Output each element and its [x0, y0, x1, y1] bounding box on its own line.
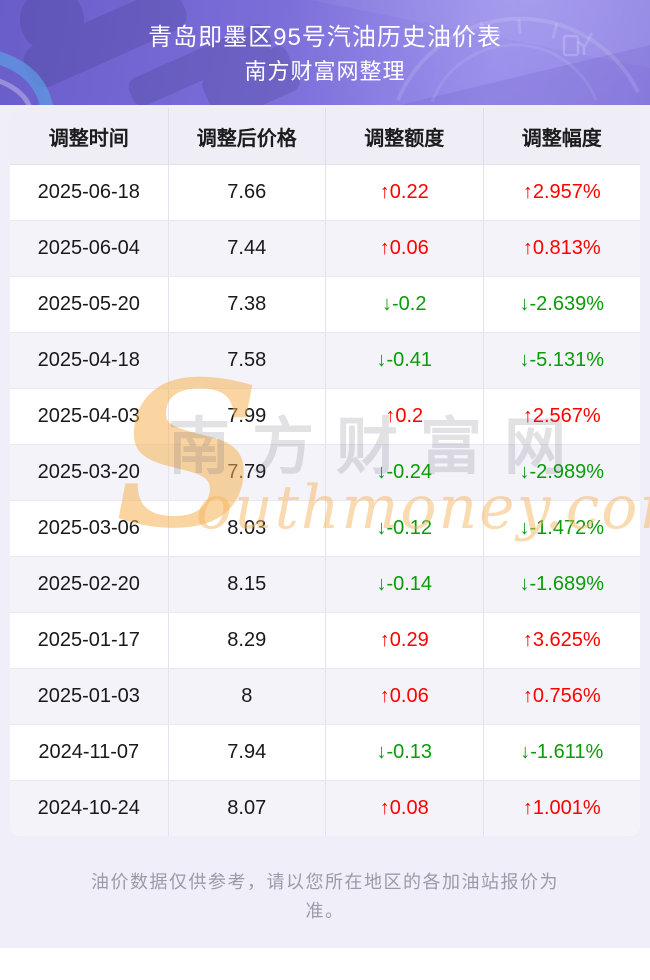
cell-adjusted-price: 7.44 [167, 221, 326, 276]
table-row: 2025-03-20 7.79 ↓-0.24 ↓-2.989% [10, 445, 640, 501]
table-row: 2025-03-06 8.03 ↓-0.12 ↓-1.472% [10, 501, 640, 557]
table-row: 2025-02-20 8.15 ↓-0.14 ↓-1.689% [10, 557, 640, 613]
cell-adjust-date: 2025-01-03 [37, 685, 140, 707]
page-header-banner: F 青岛即墨区95号汽油历史油价表 南方财富网整理 [0, 0, 650, 105]
cell-adjust-date: 2024-11-07 [38, 741, 140, 763]
cell-change-percent: ↑3.625% [482, 613, 641, 668]
cell-adjusted-price: 8.29 [167, 613, 326, 668]
table-row: 2025-06-04 7.44 ↑0.06 ↑0.813% [10, 221, 640, 277]
cell-adjust-date: 2025-02-20 [37, 573, 140, 595]
page-background: F 青岛即墨区95号汽油历史油价表 南方财富网整理 调整时间 调整后价格 调整额… [0, 0, 650, 948]
column-header-change-percent: 调整幅度 [482, 108, 641, 164]
cell-adjusted-price: 7.99 [167, 389, 326, 444]
cell-change-percent: ↓-1.689% [482, 557, 641, 612]
cell-change-amount: ↑0.22 [325, 165, 483, 220]
page-subtitle: 南方财富网整理 [244, 59, 406, 84]
column-header-adjusted-price: 调整后价格 [167, 108, 326, 164]
blue-arc-decoration [0, 51, 53, 105]
cell-change-amount: ↓-0.13 [325, 725, 483, 780]
cell-adjust-date: 2025-04-03 [37, 405, 140, 427]
table-row: 2025-06-18 7.66 ↑0.22 ↑2.957% [10, 165, 640, 221]
svg-text:F: F [488, 27, 501, 50]
table-row: 2024-11-07 7.94 ↓-0.13 ↓-1.611% [10, 725, 640, 781]
cell-change-percent: ↑0.756% [482, 669, 641, 724]
cell-adjust-date: 2025-05-20 [37, 293, 140, 315]
table-row: 2025-01-03 8 ↑0.06 ↑0.756% [10, 669, 640, 725]
cell-change-percent: ↑0.813% [482, 221, 641, 276]
cell-adjust-date: 2025-06-18 [37, 181, 140, 203]
cell-adjust-date: 2025-01-17 [37, 629, 140, 651]
table-row: 2024-10-24 8.07 ↑0.08 ↑1.001% [10, 781, 640, 836]
cell-change-amount: ↓-0.41 [325, 333, 483, 388]
cell-adjusted-price: 7.58 [167, 333, 326, 388]
cell-change-amount: ↓-0.12 [325, 501, 483, 556]
cell-change-amount: ↓-0.14 [325, 557, 483, 612]
fuel-nozzle-icon [20, 0, 300, 105]
light-sheen-decoration [310, 0, 650, 68]
page-title: 青岛即墨区95号汽油历史油价表 [148, 24, 502, 51]
cell-change-amount: ↓-0.2 [325, 277, 483, 332]
table-body: 2025-06-18 7.66 ↑0.22 ↑2.957% 2025-06-04… [10, 165, 640, 836]
cell-change-percent: ↓-2.989% [482, 445, 641, 500]
cell-adjust-date: 2025-06-04 [37, 237, 140, 259]
cell-adjusted-price: 7.66 [167, 165, 326, 220]
table-header-row: 调整时间 调整后价格 调整额度 调整幅度 [10, 108, 640, 165]
cell-adjust-date: 2024-10-24 [37, 797, 140, 819]
cell-adjusted-price: 8.15 [167, 557, 326, 612]
cell-adjusted-price: 7.79 [167, 445, 326, 500]
table-row: 2025-04-18 7.58 ↓-0.41 ↓-5.131% [10, 333, 640, 389]
dark-sheen-decoration [400, 45, 650, 105]
cell-change-percent: ↓-1.611% [482, 725, 641, 780]
fuel-pump-icon [562, 34, 586, 57]
column-header-adjust-date: 调整时间 [48, 127, 129, 150]
header-titles: 青岛即墨区95号汽油历史油价表 南方财富网整理 [0, 0, 650, 86]
cell-change-percent: ↓-5.131% [482, 333, 641, 388]
cell-change-amount: ↑0.06 [325, 669, 483, 724]
cell-adjust-date: 2025-03-06 [37, 517, 140, 539]
cell-change-percent: ↑2.957% [482, 165, 641, 220]
cell-change-amount: ↑0.2 [325, 389, 483, 444]
cell-change-amount: ↑0.29 [325, 613, 483, 668]
table-row: 2025-04-03 7.99 ↑0.2 ↑2.567% [10, 389, 640, 445]
cell-adjusted-price: 8.07 [167, 781, 326, 836]
cell-change-amount: ↑0.08 [325, 781, 483, 836]
cell-change-percent: ↓-2.639% [482, 277, 641, 332]
disclaimer-text: 油价数据仅供参考，请以您所在地区的各加油站报价为准。 [91, 872, 559, 921]
price-history-table: 调整时间 调整后价格 调整额度 调整幅度 2025-06-18 7.66 ↑0.… [10, 108, 640, 836]
cell-adjusted-price: 8 [167, 669, 326, 724]
cell-adjust-date: 2025-03-20 [37, 461, 140, 483]
cell-change-amount: ↓-0.24 [325, 445, 483, 500]
cell-adjusted-price: 7.38 [167, 277, 326, 332]
cell-change-percent: ↑1.001% [482, 781, 641, 836]
table-row: 2025-01-17 8.29 ↑0.29 ↑3.625% [10, 613, 640, 669]
table-row: 2025-05-20 7.38 ↓-0.2 ↓-2.639% [10, 277, 640, 333]
cell-change-percent: ↓-1.472% [482, 501, 641, 556]
fuel-gauge-icon: F [396, 16, 640, 103]
hero-background-art: F [0, 0, 650, 105]
cell-change-percent: ↑2.567% [482, 389, 641, 444]
cell-adjust-date: 2025-04-18 [37, 349, 140, 371]
cell-adjusted-price: 7.94 [167, 725, 326, 780]
cell-adjusted-price: 8.03 [167, 501, 326, 556]
cell-change-amount: ↑0.06 [325, 221, 483, 276]
column-header-change-amount: 调整额度 [325, 108, 483, 164]
